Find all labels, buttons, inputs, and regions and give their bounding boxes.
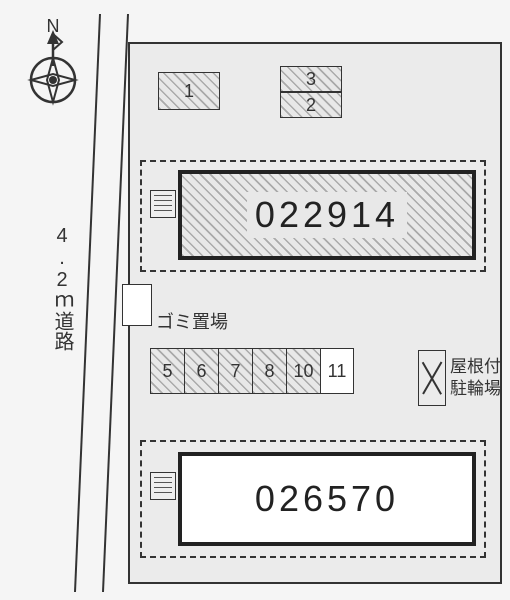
parking-space-10: 10	[286, 348, 320, 394]
building-b-code: 026570	[255, 478, 399, 520]
parking-space-2-label: 2	[306, 95, 316, 116]
parking-space-1: 1	[158, 72, 220, 110]
road-width-label: 4.2ｍ道路	[48, 225, 77, 351]
bike-parking	[418, 350, 446, 406]
bike-parking-label-2: 駐輪場	[450, 374, 501, 399]
building-a: 022914	[178, 170, 476, 260]
parking-space-7: 7	[218, 348, 252, 394]
parking-space-1-label: 1	[184, 81, 194, 102]
parking-space-5: 5	[150, 348, 184, 394]
building-b-entrance	[150, 472, 176, 500]
parking-strip: 5 6 7 8 10 11	[150, 348, 354, 394]
building-a-entrance	[150, 190, 176, 218]
parking-space-11: 11	[320, 348, 354, 394]
building-b: 026570	[178, 452, 476, 546]
parking-space-8: 8	[252, 348, 286, 394]
trash-area	[122, 284, 152, 326]
trash-area-label: ゴミ置場	[156, 308, 228, 334]
building-a-code: 022914	[247, 192, 407, 238]
parking-space-2: 2	[280, 92, 342, 118]
site-plan: N 4.2ｍ道路 1 3 2 022914 ゴミ置場 5 6	[0, 0, 510, 600]
parking-space-6: 6	[184, 348, 218, 394]
parking-space-3: 3	[280, 66, 342, 92]
parking-space-3-label: 3	[306, 69, 316, 90]
